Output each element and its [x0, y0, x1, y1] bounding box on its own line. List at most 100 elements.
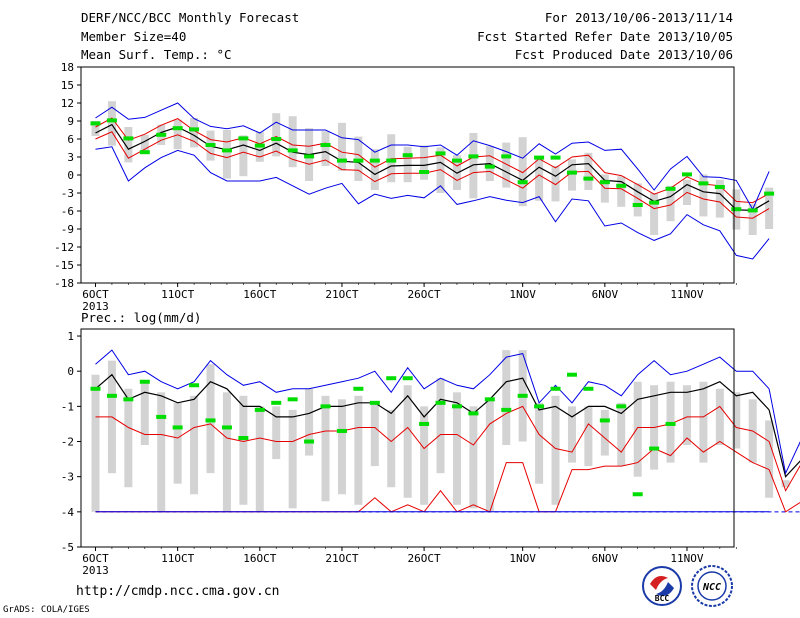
- source-url: http://cmdp.ncc.cma.gov.cn: [76, 584, 280, 599]
- spread-box: [748, 203, 757, 235]
- y-tick-label: -5: [61, 541, 74, 554]
- spread-box: [239, 135, 248, 177]
- x-tick-label: 16OCT: [243, 552, 276, 565]
- x-tick-label: 6OCT: [82, 552, 109, 565]
- series-line-mean: [95, 123, 770, 212]
- spread-box: [387, 134, 396, 183]
- temperature-y-axis: -18 -15 -12 -9 -6 -3 0 3 6 9 12 15 18: [54, 61, 81, 290]
- y-tick-label: -4: [61, 506, 75, 519]
- median-mark: [468, 411, 479, 416]
- spread-box: [91, 121, 100, 136]
- spread-box: [140, 381, 149, 446]
- median-mark: [336, 158, 347, 163]
- median-mark: [271, 137, 282, 141]
- spread-box: [387, 409, 396, 488]
- median-mark: [139, 150, 150, 155]
- y-tick-label: -3: [61, 471, 74, 484]
- median-mark: [402, 376, 413, 381]
- median-mark: [353, 386, 364, 391]
- spread-box: [469, 406, 478, 509]
- median-mark: [172, 126, 183, 131]
- median-mark: [517, 180, 528, 185]
- series-tail-upper-blue: [768, 388, 800, 475]
- median-mark: [435, 151, 446, 156]
- spread-box: [732, 392, 741, 449]
- median-mark: [106, 393, 117, 398]
- median-mark: [238, 136, 249, 141]
- x-tick-label: 11OCT: [161, 288, 194, 301]
- x-tick-label: 11OCT: [161, 552, 194, 565]
- median-mark: [221, 425, 232, 430]
- median-mark: [90, 386, 101, 391]
- spread-box: [124, 388, 133, 488]
- spread-box: [535, 157, 544, 201]
- median-mark: [747, 208, 758, 213]
- series-tail-upper-red: [768, 441, 800, 492]
- median-mark: [205, 418, 216, 423]
- median-mark: [386, 158, 397, 163]
- y-tick-label: 0: [67, 365, 74, 378]
- ncc-logo-text: NCC: [702, 582, 721, 593]
- median-mark: [254, 143, 265, 148]
- spread-box: [452, 392, 461, 505]
- median-mark: [336, 428, 347, 433]
- spread-box: [469, 133, 478, 199]
- median-mark: [599, 180, 610, 185]
- median-mark: [484, 164, 495, 169]
- y-tick-label: -15: [54, 259, 74, 272]
- temperature-medians: [90, 118, 775, 213]
- spread-box: [600, 409, 609, 456]
- median-mark: [369, 158, 380, 163]
- median-mark: [123, 136, 134, 141]
- spread-box: [502, 350, 511, 446]
- y-tick-label: 18: [61, 61, 74, 74]
- median-mark: [566, 372, 577, 377]
- precip-panel-title: Prec.: log(mm/d): [81, 310, 201, 325]
- x-tick-label: 1NOV: [509, 552, 536, 565]
- spread-box: [436, 378, 445, 474]
- y-tick-label: -6: [61, 205, 74, 218]
- median-mark: [731, 207, 742, 212]
- y-tick-label: 15: [61, 79, 74, 92]
- y-tick-label: -12: [54, 241, 74, 254]
- spread-box: [370, 402, 379, 467]
- spread-box: [370, 149, 379, 190]
- spread-box: [354, 395, 363, 505]
- spread-box: [765, 420, 774, 498]
- x-tick-label: 11NOV: [670, 288, 703, 301]
- spread-box: [485, 399, 494, 512]
- variable-label: Mean Surf. Temp.: °C: [81, 47, 232, 62]
- forecast-range-label: For 2013/10/06-2013/11/14: [545, 10, 733, 25]
- median-mark: [501, 407, 512, 412]
- spread-box: [699, 174, 708, 217]
- fcst-produced-label: Fcst Produced Date 2013/10/06: [515, 47, 733, 62]
- spread-box: [715, 388, 724, 446]
- spread-box: [124, 127, 133, 163]
- spread-box: [551, 166, 560, 202]
- spread-box: [190, 395, 199, 495]
- series-line-upper-red: [95, 117, 770, 204]
- y-tick-label: 3: [67, 151, 74, 164]
- spread-box: [321, 395, 330, 502]
- spread-box: [633, 183, 642, 217]
- spread-box: [403, 146, 412, 183]
- median-mark: [189, 383, 200, 388]
- x-tick-year-label: 2013: [82, 564, 109, 577]
- median-mark: [106, 118, 117, 123]
- x-tick-label: 6OCT: [82, 288, 109, 301]
- median-mark: [649, 446, 660, 451]
- spread-box: [173, 402, 182, 484]
- spread-box: [567, 406, 576, 463]
- median-mark: [254, 407, 265, 412]
- y-tick-label: -3: [61, 187, 74, 200]
- median-mark: [583, 386, 594, 391]
- spread-box: [781, 480, 790, 488]
- spread-box: [420, 145, 429, 180]
- median-mark: [632, 492, 643, 497]
- median-mark: [468, 154, 479, 159]
- member-size-label: Member Size=40: [81, 29, 186, 44]
